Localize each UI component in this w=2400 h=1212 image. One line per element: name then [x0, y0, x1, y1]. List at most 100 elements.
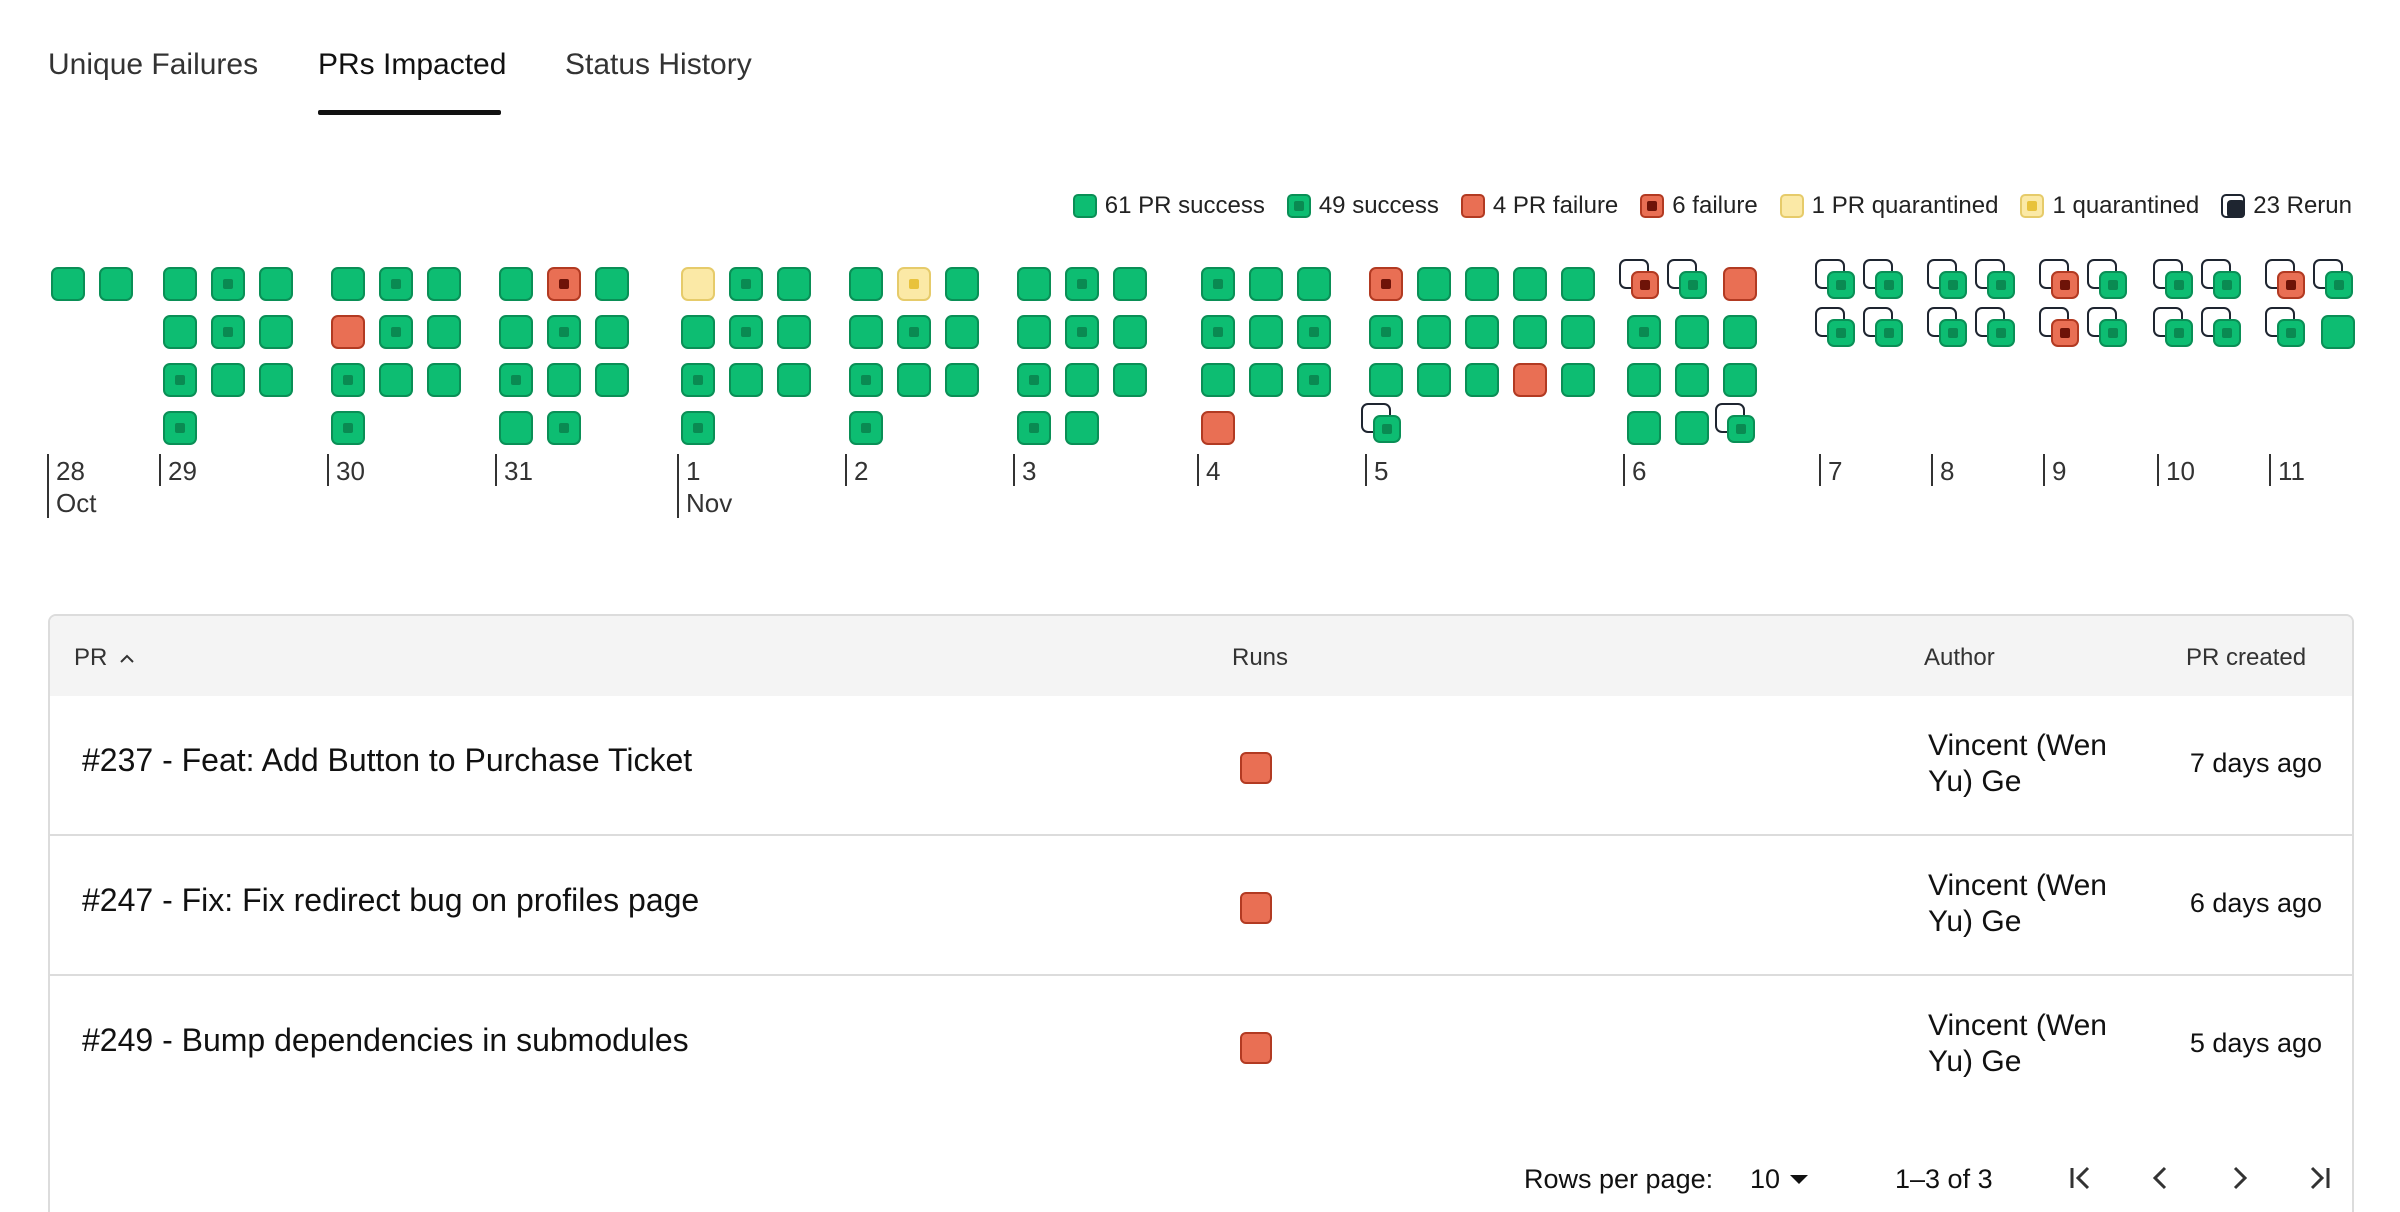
status-marker-pr-success[interactable]	[1561, 267, 1595, 301]
status-marker-rerun-success[interactable]	[1715, 403, 1755, 443]
status-marker-pr-success[interactable]	[1249, 363, 1283, 397]
status-marker-success[interactable]	[1201, 267, 1235, 301]
table-row[interactable]: #249 - Bump dependencies in submodules V…	[50, 976, 2352, 1116]
status-marker-success[interactable]	[729, 315, 763, 349]
status-marker-success[interactable]	[499, 363, 533, 397]
legend-success[interactable]: 49 success	[1286, 192, 1439, 220]
status-marker-pr-success[interactable]	[163, 315, 197, 349]
status-marker-success[interactable]	[1201, 315, 1235, 349]
status-marker-pr-success[interactable]	[1417, 315, 1451, 349]
status-marker-pr-success[interactable]	[259, 363, 293, 397]
previous-page-icon[interactable]	[2140, 1158, 2180, 1198]
legend-rerun[interactable]: 23 Rerun	[2221, 192, 2352, 220]
status-marker-pr-success[interactable]	[1723, 363, 1757, 397]
status-marker-pr-failure[interactable]	[331, 315, 365, 349]
status-marker-pr-success[interactable]	[1627, 411, 1661, 445]
status-marker-pr-success[interactable]	[849, 315, 883, 349]
rows-per-page-select[interactable]: 10	[1750, 1164, 1809, 1195]
table-row[interactable]: #247 - Fix: Fix redirect bug on profiles…	[50, 836, 2352, 976]
status-marker-pr-success[interactable]	[1561, 315, 1595, 349]
status-marker-pr-success[interactable]	[849, 267, 883, 301]
status-marker-pr-success[interactable]	[945, 267, 979, 301]
status-marker-pr-success[interactable]	[945, 315, 979, 349]
status-marker-pr-success[interactable]	[499, 315, 533, 349]
status-marker-success[interactable]	[849, 411, 883, 445]
status-marker-pr-success[interactable]	[1675, 315, 1709, 349]
status-marker-pr-success[interactable]	[163, 267, 197, 301]
status-marker-pr-success[interactable]	[1675, 363, 1709, 397]
legend-pr-quarantined[interactable]: 1 PR quarantined	[1779, 192, 1998, 220]
status-marker-pr-success[interactable]	[547, 363, 581, 397]
status-marker-pr-success[interactable]	[1065, 411, 1099, 445]
status-marker-pr-success[interactable]	[1249, 315, 1283, 349]
status-marker-pr-success[interactable]	[595, 267, 629, 301]
first-page-icon[interactable]	[2060, 1158, 2100, 1198]
status-marker-success[interactable]	[849, 363, 883, 397]
status-marker-success[interactable]	[1017, 363, 1051, 397]
status-marker-pr-success[interactable]	[777, 315, 811, 349]
status-marker-rerun-success[interactable]	[2265, 307, 2305, 347]
status-marker-success[interactable]	[897, 315, 931, 349]
status-marker-rerun-success[interactable]	[1927, 259, 1967, 299]
status-marker-success[interactable]	[1297, 315, 1331, 349]
status-marker-pr-success[interactable]	[1561, 363, 1595, 397]
status-marker-pr-success[interactable]	[499, 411, 533, 445]
tab-status-history[interactable]: Status History	[565, 48, 752, 81]
status-marker-pr-success[interactable]	[211, 363, 245, 397]
status-marker-pr-success[interactable]	[1113, 363, 1147, 397]
status-marker-pr-failure[interactable]	[1513, 363, 1547, 397]
status-marker-success[interactable]	[1065, 267, 1099, 301]
legend-quarantined[interactable]: 1 quarantined	[2020, 192, 2199, 220]
status-marker-pr-success[interactable]	[331, 267, 365, 301]
status-marker-rerun-success[interactable]	[2087, 307, 2127, 347]
status-marker-pr-success[interactable]	[1675, 411, 1709, 445]
status-marker-rerun-failure[interactable]	[1619, 259, 1659, 299]
status-marker-success[interactable]	[163, 363, 197, 397]
status-marker-pr-success[interactable]	[259, 267, 293, 301]
status-marker-pr-success[interactable]	[51, 267, 85, 301]
status-marker-success[interactable]	[547, 411, 581, 445]
status-marker-rerun-success[interactable]	[2201, 259, 2241, 299]
run-status-failure[interactable]	[1240, 892, 1272, 924]
status-marker-failure[interactable]	[1369, 267, 1403, 301]
status-marker-rerun-failure[interactable]	[2039, 307, 2079, 347]
status-marker-pr-success[interactable]	[1065, 363, 1099, 397]
status-marker-pr-success[interactable]	[945, 363, 979, 397]
status-marker-success[interactable]	[1017, 411, 1051, 445]
author-column-header[interactable]: Author	[1924, 644, 1995, 671]
status-marker-success[interactable]	[1065, 315, 1099, 349]
pr-title[interactable]: #237 - Feat: Add Button to Purchase Tick…	[82, 742, 693, 778]
pr-created-column-header[interactable]: PR created	[2186, 644, 2307, 671]
legend-failure[interactable]: 6 failure	[1640, 192, 1758, 220]
status-marker-success[interactable]	[1297, 363, 1331, 397]
status-marker-success[interactable]	[379, 315, 413, 349]
status-marker-pr-success[interactable]	[1627, 363, 1661, 397]
status-marker-pr-success[interactable]	[729, 363, 763, 397]
status-marker-success[interactable]	[1369, 315, 1403, 349]
status-marker-rerun-success[interactable]	[1863, 307, 1903, 347]
status-marker-pr-success[interactable]	[777, 267, 811, 301]
status-marker-pr-success[interactable]	[681, 315, 715, 349]
status-marker-rerun-success[interactable]	[2153, 259, 2193, 299]
status-marker-pr-success[interactable]	[427, 363, 461, 397]
status-marker-pr-success[interactable]	[499, 267, 533, 301]
status-marker-success[interactable]	[681, 411, 715, 445]
status-marker-failure[interactable]	[547, 267, 581, 301]
legend-pr-success[interactable]: 61 PR success	[1072, 192, 1265, 220]
status-marker-rerun-success[interactable]	[1361, 403, 1401, 443]
status-marker-pr-success[interactable]	[1513, 267, 1547, 301]
status-marker-pr-success[interactable]	[1417, 363, 1451, 397]
status-marker-rerun-success[interactable]	[2201, 307, 2241, 347]
status-marker-rerun-success[interactable]	[1975, 259, 2015, 299]
status-marker-pr-success[interactable]	[99, 267, 133, 301]
status-marker-rerun-failure[interactable]	[2039, 259, 2079, 299]
status-marker-success[interactable]	[163, 411, 197, 445]
status-marker-pr-success[interactable]	[1465, 363, 1499, 397]
status-marker-pr-success[interactable]	[595, 363, 629, 397]
next-page-icon[interactable]	[2220, 1158, 2260, 1198]
status-marker-pr-success[interactable]	[1113, 267, 1147, 301]
status-marker-pr-success[interactable]	[1249, 267, 1283, 301]
table-row[interactable]: #237 - Feat: Add Button to Purchase Tick…	[50, 696, 2352, 836]
status-marker-pr-success[interactable]	[1369, 363, 1403, 397]
status-marker-pr-success[interactable]	[595, 315, 629, 349]
